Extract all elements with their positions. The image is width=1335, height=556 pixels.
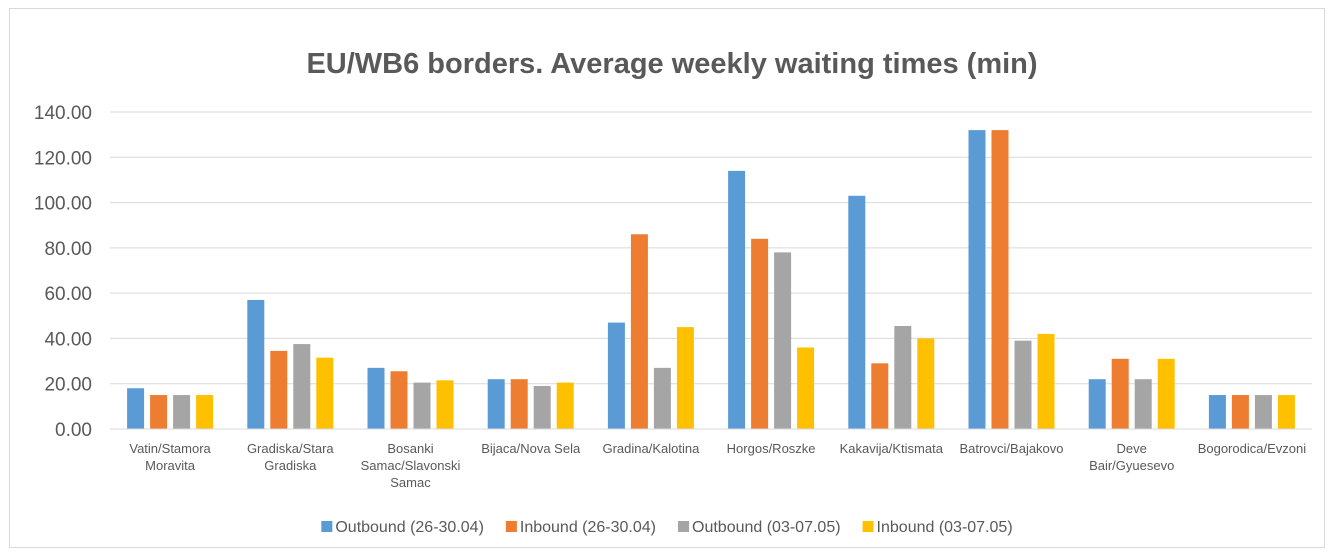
bar bbox=[728, 170, 746, 429]
chart-title: EU/WB6 borders. Average weekly waiting t… bbox=[306, 48, 1037, 80]
bar bbox=[991, 130, 1009, 430]
bar bbox=[413, 382, 431, 429]
bar bbox=[293, 344, 311, 429]
bar bbox=[797, 347, 815, 429]
bar bbox=[1037, 333, 1055, 429]
y-tick-label: 20.00 bbox=[44, 375, 92, 396]
legend-label: Inbound (03-07.05) bbox=[877, 519, 1013, 536]
gridlines bbox=[110, 111, 1312, 385]
bar bbox=[630, 234, 648, 429]
y-tick-label: 80.00 bbox=[44, 239, 92, 260]
x-category-label: Bijaca/Nova Sela bbox=[481, 441, 581, 456]
legend-swatch bbox=[321, 521, 333, 532]
bar bbox=[1254, 395, 1272, 429]
y-tick-label: 100.00 bbox=[34, 194, 92, 215]
legend-label: Inbound (26-30.04) bbox=[520, 519, 656, 536]
bar bbox=[1088, 379, 1106, 429]
x-category-label: Horgos/Roszke bbox=[727, 441, 816, 456]
legend-label: Outbound (26-30.04) bbox=[335, 519, 484, 536]
bar bbox=[556, 382, 574, 429]
x-category-label: Bosanki Samac/Slavonski Samac bbox=[361, 441, 461, 490]
legend-label: Outbound (03-07.05) bbox=[692, 519, 841, 536]
x-category-label: Bogorodica/Evzoni bbox=[1198, 441, 1307, 456]
bar bbox=[247, 299, 265, 429]
bar bbox=[316, 357, 334, 429]
bar bbox=[196, 395, 214, 429]
y-tick-label: 140.00 bbox=[34, 103, 92, 124]
bar bbox=[774, 252, 792, 429]
bar bbox=[848, 195, 866, 429]
bar bbox=[1277, 395, 1295, 429]
legend-swatch bbox=[862, 521, 874, 532]
bar bbox=[1208, 395, 1226, 429]
x-category-label: Gradina/Kalotina bbox=[602, 441, 700, 456]
bar bbox=[1014, 340, 1032, 429]
x-axis-labels: Vatin/Stamora Moravita Gradiska/Stara Gradi… bbox=[129, 441, 1306, 490]
legend: Outbound (26-30.04) Inbound (26-30.04) Out… bbox=[321, 519, 1013, 536]
bar bbox=[751, 238, 769, 429]
y-tick-label: 40.00 bbox=[44, 329, 92, 350]
y-tick-label: 120.00 bbox=[34, 148, 92, 169]
bar bbox=[1111, 358, 1129, 429]
x-category-label: Vatin/Stamora Moravita bbox=[129, 441, 211, 473]
x-category-label: Batrovci/Bajakovo bbox=[959, 441, 1063, 456]
bar bbox=[894, 325, 912, 429]
bars bbox=[127, 130, 1295, 430]
bar bbox=[533, 385, 551, 429]
legend-swatch bbox=[678, 521, 689, 532]
legend-swatch bbox=[505, 521, 517, 532]
bar bbox=[367, 367, 385, 429]
y-tick-label: 60.00 bbox=[44, 284, 92, 305]
bar bbox=[1231, 395, 1249, 429]
bar bbox=[676, 327, 694, 429]
bar bbox=[270, 350, 288, 429]
chart-frame bbox=[9, 8, 1325, 548]
bar bbox=[1157, 358, 1175, 429]
bar bbox=[127, 388, 145, 429]
x-category-label: Deve Bair/Gyuesevo bbox=[1089, 441, 1174, 473]
bar bbox=[150, 395, 168, 429]
bar bbox=[968, 130, 986, 430]
bar bbox=[871, 363, 889, 429]
bar bbox=[917, 338, 935, 429]
x-category-label: Gradiska/Stara Gradiska bbox=[247, 441, 334, 473]
bar bbox=[653, 367, 671, 429]
y-tick-label: 0.00 bbox=[55, 420, 92, 441]
bar bbox=[510, 379, 528, 429]
bar bbox=[487, 379, 505, 429]
bar bbox=[173, 395, 191, 429]
x-category-label: Kakavija/Ktismata bbox=[840, 441, 944, 456]
bar bbox=[390, 371, 408, 429]
bar bbox=[607, 322, 625, 429]
bar bbox=[436, 380, 454, 429]
y-axis-ticks: 0.00 20.00 40.00 60.00 80.00 100.00 120.00 140.… bbox=[34, 103, 92, 441]
bar bbox=[1134, 379, 1152, 429]
